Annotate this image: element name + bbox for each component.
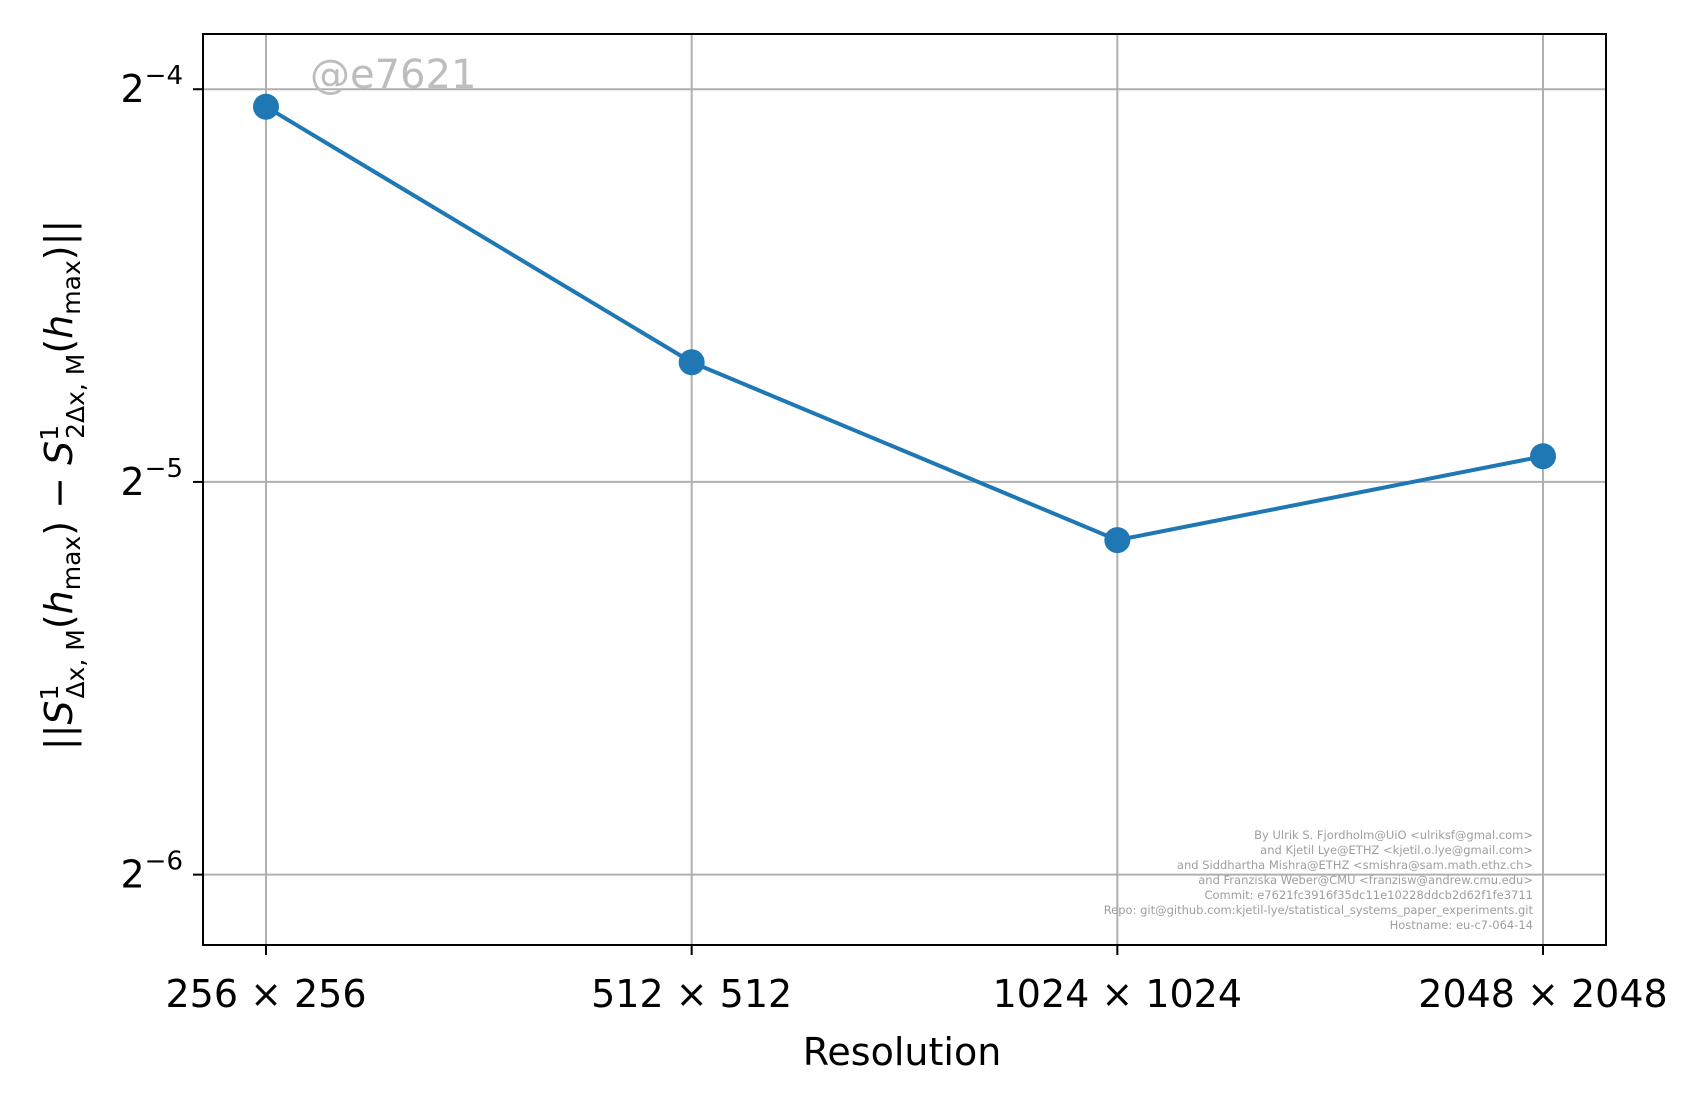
y-tick-label: 2−5 xyxy=(120,454,183,504)
credit-line: and Franziska Weber@CMU <franzisw@andrew… xyxy=(1198,873,1533,887)
credit-line: By Ulrik S. Fjordholm@UiO <ulriksf@gmal.… xyxy=(1254,828,1533,842)
svg-text:||S1Δx, M(hmax) − S12Δx, M(hma: ||S1Δx, M(hmax) − S12Δx, M(hmax)|| xyxy=(35,220,90,750)
ylabel-sub2: 2Δx, M xyxy=(61,354,90,439)
ylabel-sup1: 1 xyxy=(35,685,64,701)
series-layer xyxy=(253,93,1556,554)
x-axis-label: Resolution xyxy=(803,1030,1002,1074)
x-tick-label: 2048 × 2048 xyxy=(1418,972,1667,1016)
ylabel-sup2: 1 xyxy=(35,425,64,441)
ylabel-minus: − xyxy=(37,465,81,521)
ylabel-arg2-h: h xyxy=(37,315,81,339)
ticks: 256 × 256 512 × 512 1024 × 1024 2048 × 2048… xyxy=(120,61,1667,1016)
y-tick-label: 2−4 xyxy=(120,61,183,111)
plot-frame xyxy=(202,33,1607,946)
ylabel-arg2-close: ) xyxy=(37,245,81,260)
credit-line: and Siddhartha Mishra@ETHZ <smishra@sam.… xyxy=(1177,858,1533,872)
x-tick-label: 1024 × 1024 xyxy=(993,972,1242,1016)
ylabel-sub1: Δx, M xyxy=(61,629,90,698)
ylabel-s1: S xyxy=(37,700,81,724)
data-point xyxy=(678,349,705,376)
ylabel-arg2-sub: max xyxy=(57,260,86,314)
ylabel-norm-close: || xyxy=(37,220,82,246)
credit-line: Repo: git@github.com:kjetil-lye/statisti… xyxy=(1104,903,1534,917)
ylabel-arg1-h: h xyxy=(37,590,81,614)
ylabel-arg1-close: ) xyxy=(37,521,81,536)
x-tick-label: 512 × 512 xyxy=(591,972,792,1016)
ylabel-s2: S xyxy=(37,441,81,465)
data-point xyxy=(253,93,279,120)
x-tick-label: 256 × 256 xyxy=(165,972,366,1016)
credit-line: Commit: e7621fc3916f35dc11e10228ddcb2d62… xyxy=(1204,888,1533,902)
series-line xyxy=(264,105,1544,543)
ylabel-arg1-sub: max xyxy=(57,536,86,590)
credit-line: and Kjetil Lye@ETHZ <kjetil.o.lye@gmail.… xyxy=(1260,843,1533,857)
ylabel-arg1-open: ( xyxy=(37,614,81,629)
data-point xyxy=(1530,443,1556,470)
ylabel-norm-open: || xyxy=(37,725,82,751)
credit-line: Hostname: eu-c7-064-14 xyxy=(1390,918,1533,932)
data-point xyxy=(1104,527,1131,554)
grid xyxy=(203,34,1606,945)
y-tick-label: 2−6 xyxy=(120,847,183,897)
credits-block: By Ulrik S. Fjordholm@UiO <ulriksf@gmal.… xyxy=(1104,828,1534,932)
y-axis-label: ||S1Δx, M(hmax) − S12Δx, M(hmax)|| xyxy=(35,220,90,750)
ylabel-arg2-open: ( xyxy=(37,339,81,354)
watermark: @e7621 xyxy=(310,52,476,98)
